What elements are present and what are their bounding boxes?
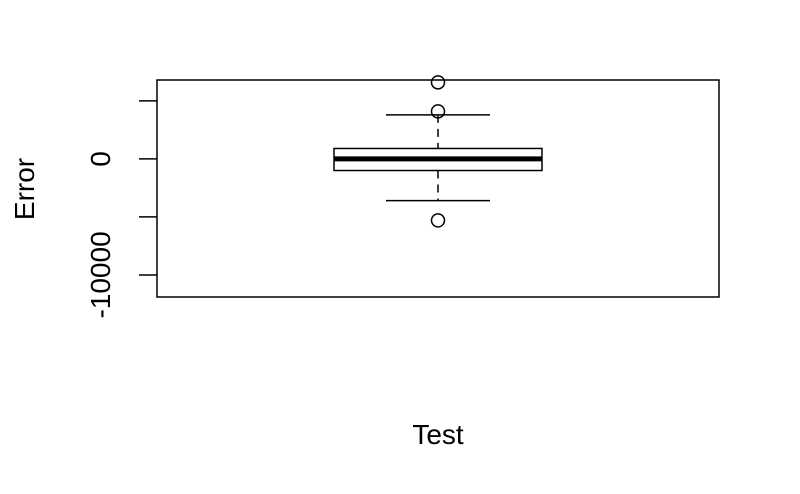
outlier-point xyxy=(430,213,446,228)
box-group xyxy=(333,114,543,202)
plot-frame xyxy=(156,79,720,298)
y-axis-label: Error xyxy=(9,158,40,220)
x-axis-label: Test xyxy=(412,419,464,450)
y-tick-label: 0 xyxy=(85,151,116,167)
y-tick-label: -10000 xyxy=(85,231,116,318)
outlier-group xyxy=(430,75,446,228)
y-axis: -10000 0 xyxy=(85,100,157,319)
outlier-point xyxy=(430,104,446,119)
outlier-point xyxy=(430,75,446,90)
